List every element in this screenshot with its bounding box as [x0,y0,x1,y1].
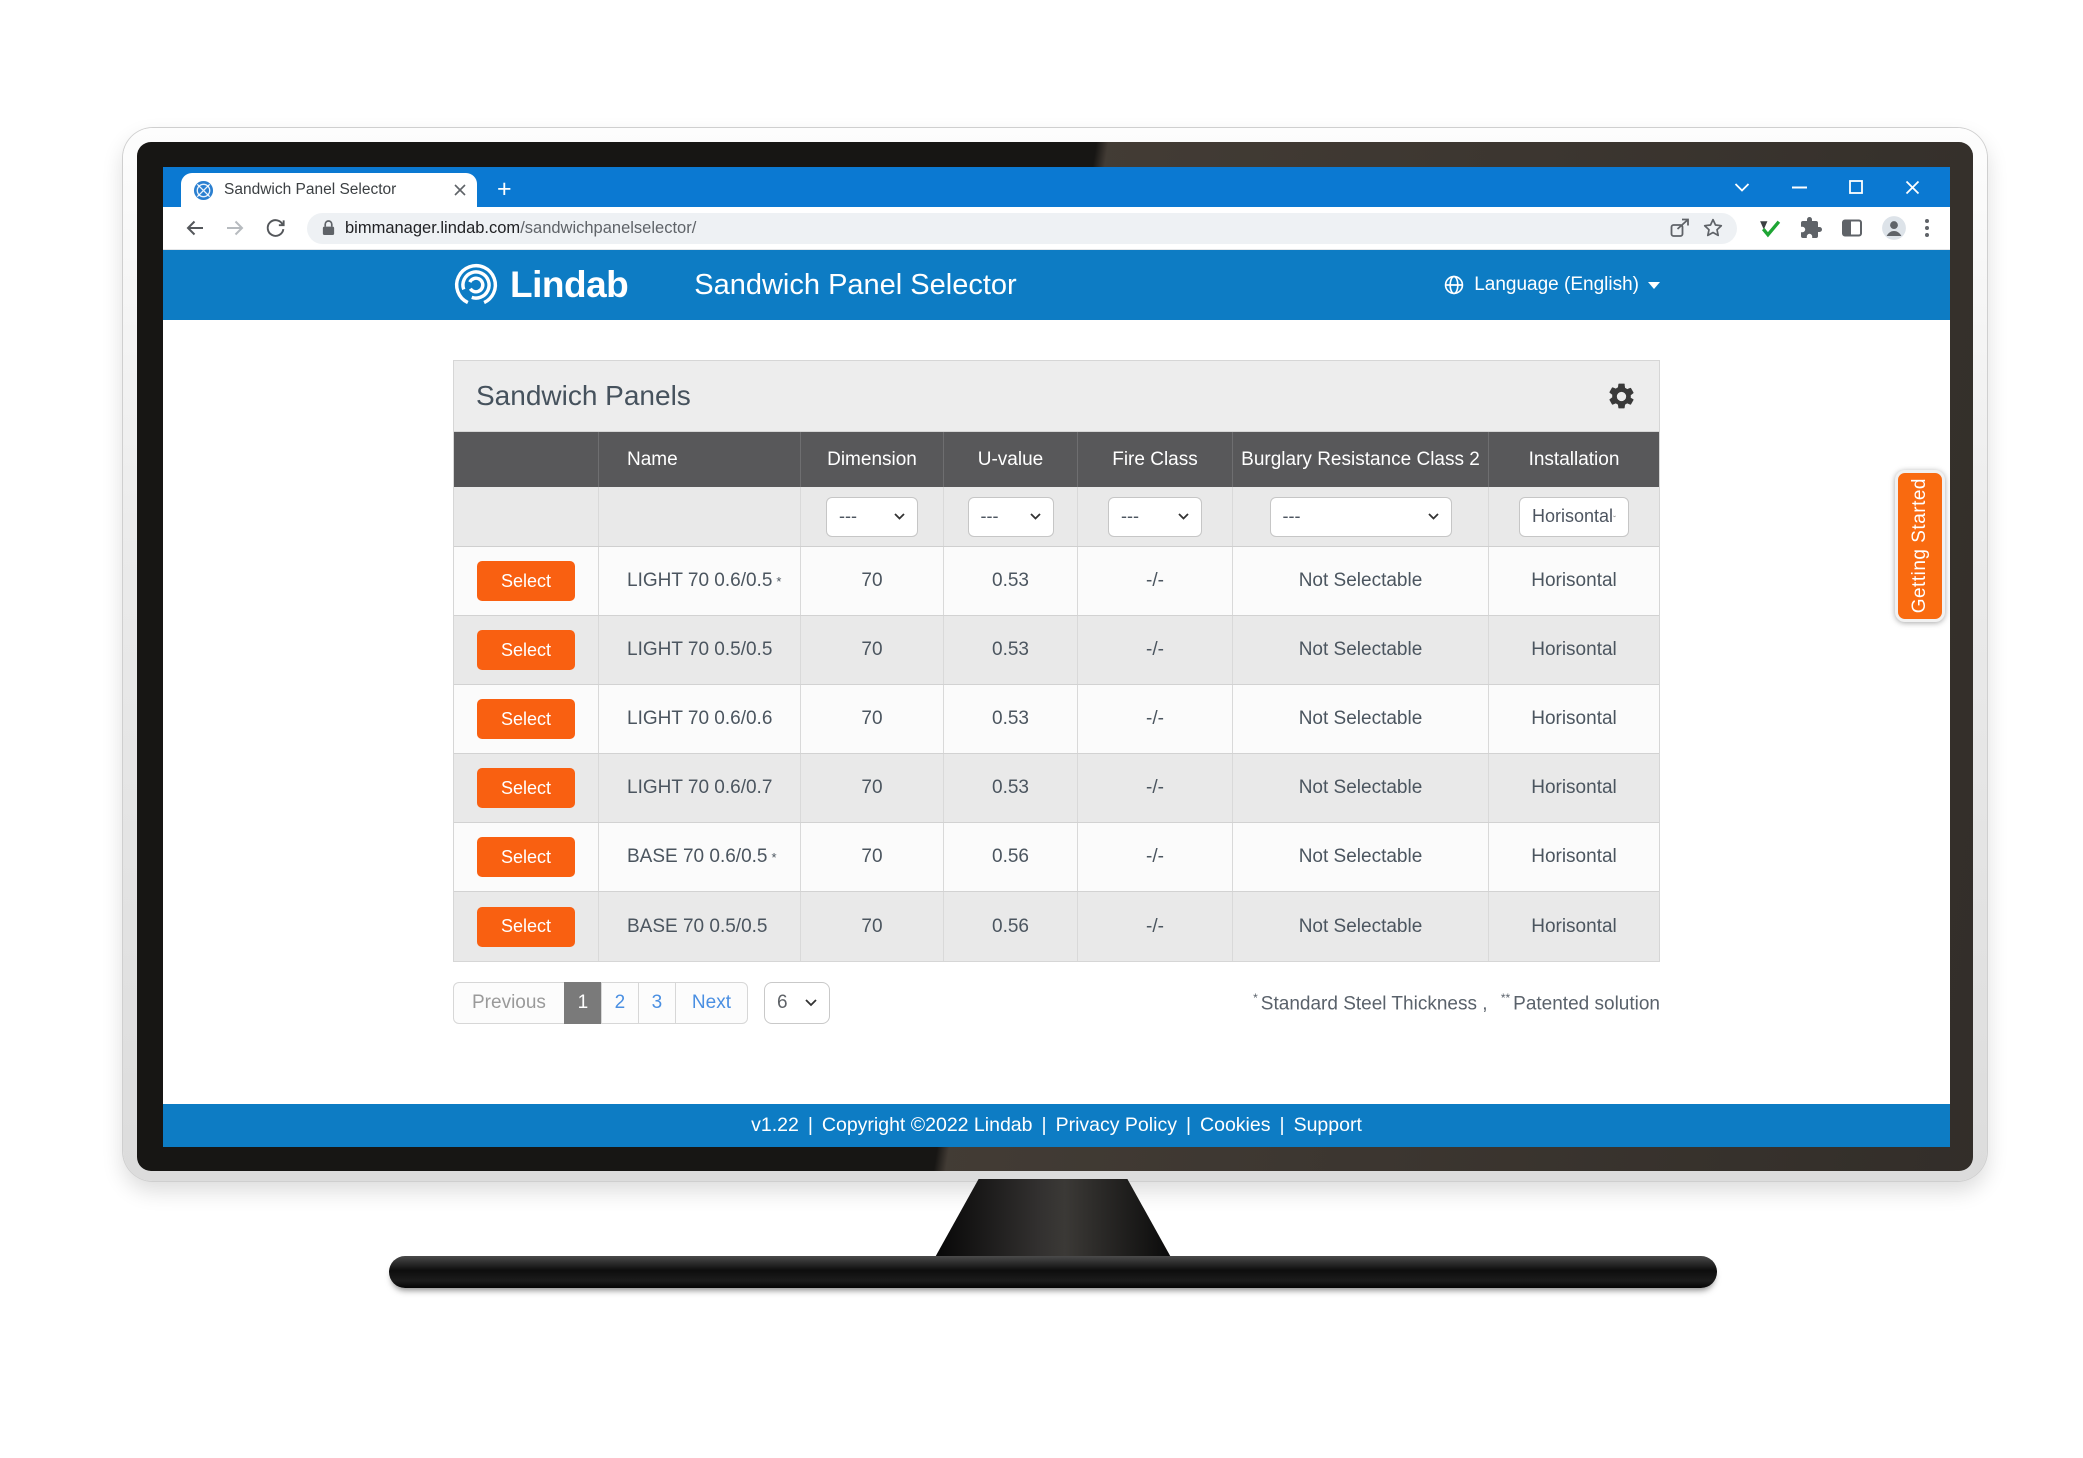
profile-avatar-icon[interactable] [1881,215,1907,241]
url-text: bimmanager.lindab.com/sandwichpanelselec… [345,218,697,237]
pagination-previous[interactable]: Previous [453,982,565,1024]
page-title: Sandwich Panel Selector [694,268,1017,301]
toolbar-extensions [1751,215,1936,241]
footer-link-privacy[interactable]: Privacy Policy [1055,1114,1177,1136]
browser-tabstrip: Sandwich Panel Selector + [163,167,1950,207]
new-tab-button[interactable]: + [497,174,512,203]
tab-close-icon[interactable] [453,183,467,197]
lock-icon [321,219,336,237]
table-header-row: Name Dimension U-value Fire Class Burgla… [454,432,1659,487]
language-label: Language (English) [1474,274,1639,295]
select-button[interactable]: Select [477,561,575,601]
card-title: Sandwich Panels [476,380,691,411]
app-header: Lindab Sandwich Panel Selector Language … [163,250,1950,320]
pagination-page-1[interactable]: 1 [563,982,602,1024]
getting-started-label: Getting Started [1909,478,1930,614]
window-maximize-icon[interactable] [1849,180,1863,194]
footer-version: v1.22 [751,1114,799,1136]
footer-copyright: Copyright ©2022 Lindab [821,1114,1033,1136]
window-close-icon[interactable] [1905,180,1920,195]
forward-icon[interactable] [217,210,253,246]
settings-gear-icon[interactable] [1606,381,1637,412]
table-row: Select LIGHT 70 0.6/0.7 70 0.53 -/- Not … [454,754,1659,823]
table-row: Select BASE 70 0.6/0.5 * 70 0.56 -/- Not … [454,823,1659,892]
browser-tab[interactable]: Sandwich Panel Selector [181,173,477,207]
card-header: Sandwich Panels [454,361,1659,432]
burglary-filter-select[interactable]: --- [1269,496,1452,537]
table-row: Select BASE 70 0.5/0.5 70 0.56 -/- Not S… [454,892,1659,961]
select-button[interactable]: Select [477,837,575,877]
address-bar[interactable]: bimmanager.lindab.com/sandwichpanelselec… [307,212,1737,244]
lindab-logo[interactable]: Lindab [453,262,629,308]
footer-link-support[interactable]: Support [1293,1114,1362,1136]
uvalue-filter-select[interactable]: --- [967,496,1054,537]
language-dropdown[interactable]: Language (English) [1443,274,1660,296]
globe-icon [1443,274,1465,296]
main-content: Sandwich Panels Name Dimension U-val [163,320,1950,1024]
browser-toolbar: bimmanager.lindab.com/sandwichpanelselec… [163,207,1950,250]
back-icon[interactable] [177,210,213,246]
select-button[interactable]: Select [477,699,575,739]
column-header-uvalue: U-value [944,432,1078,487]
getting-started-tab[interactable]: Getting Started [1895,470,1945,622]
page-size-select[interactable]: 6 [764,982,830,1024]
column-header-fireclass: Fire Class [1078,432,1233,487]
extensions-puzzle-icon[interactable] [1799,216,1823,240]
select-button[interactable]: Select [477,630,575,670]
column-header-name: Name [599,432,801,487]
side-panel-icon[interactable] [1840,216,1864,240]
tab-title: Sandwich Panel Selector [224,181,397,198]
favicon-icon [193,180,214,201]
brand-name: Lindab [510,264,629,305]
select-button[interactable]: Select [477,906,575,947]
table-body: Select LIGHT 70 0.6/0.5 * 70 0.53 -/- Not… [454,547,1659,961]
monitor-stand-neck [933,1179,1173,1261]
panels-card: Sandwich Panels Name Dimension U-val [453,360,1660,962]
pagination-next[interactable]: Next [674,982,748,1024]
column-header-burglary: Burglary Resistance Class 2 [1233,432,1489,487]
table-row: Select LIGHT 70 0.5/0.5 70 0.53 -/- Not … [454,616,1659,685]
fireclass-filter-select[interactable]: --- [1108,496,1202,537]
column-header-dimension: Dimension [801,432,944,487]
window-chevron-down-icon[interactable] [1734,182,1750,192]
monitor-frame: Sandwich Panel Selector + [123,128,1987,1181]
site-footer: v1.22 | Copyright ©2022 Lindab | Privacy… [163,1104,1950,1147]
window-minimize-icon[interactable] [1792,186,1807,189]
share-icon[interactable] [1668,216,1692,240]
column-header-actions [454,432,599,487]
pagination-page-2[interactable]: 2 [600,982,639,1024]
dimension-filter-select[interactable]: --- [826,496,918,537]
table-row: Select LIGHT 70 0.6/0.5 * 70 0.53 -/- Not… [454,547,1659,616]
column-header-installation: Installation [1489,432,1659,487]
pagination-page-3[interactable]: 3 [637,982,676,1024]
chevron-down-icon [1648,281,1660,289]
filter-row: --- --- --- --- Horisontal [454,487,1659,547]
pagination-bar: Previous 1 2 3 Next 6 * Standard Steel Th… [453,982,1660,1024]
browser-window: Sandwich Panel Selector + [163,167,1950,1147]
monitor-stand-base [389,1256,1717,1288]
footnotes: * Standard Steel Thickness , ** Patented s… [1253,990,1660,1015]
page-viewport: Lindab Sandwich Panel Selector Language … [163,250,1950,1147]
checker-extension-icon[interactable] [1757,216,1782,241]
installation-filter-select[interactable]: Horisontal [1519,496,1629,537]
monitor-bezel: Sandwich Panel Selector + [137,142,1973,1171]
lindab-logo-icon [453,262,499,308]
menu-kebab-icon[interactable] [1924,216,1930,240]
reload-icon[interactable] [257,210,293,246]
bookmark-star-icon[interactable] [1701,216,1725,240]
footer-link-cookies[interactable]: Cookies [1200,1114,1271,1136]
table-row: Select LIGHT 70 0.6/0.6 70 0.53 -/- Not … [454,685,1659,754]
window-controls [1734,180,1936,195]
select-button[interactable]: Select [477,768,575,808]
